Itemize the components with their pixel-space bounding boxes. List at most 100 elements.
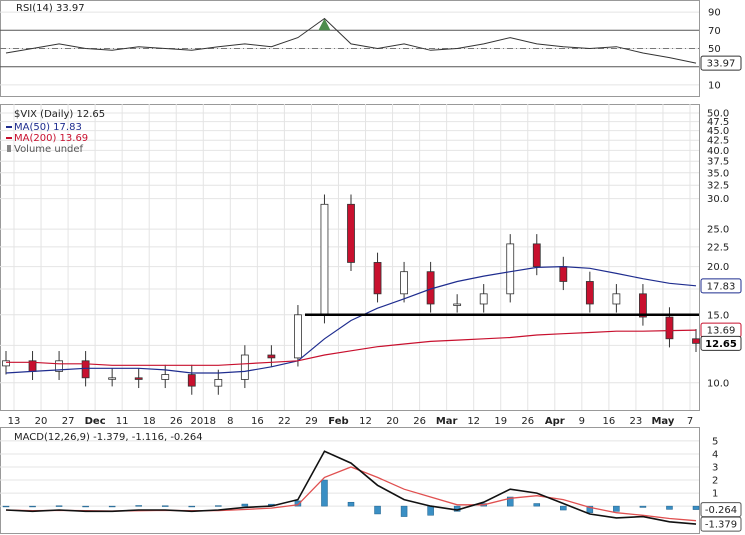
x-axis-label: 20 (386, 416, 399, 427)
x-axis-label: 19 (494, 416, 507, 427)
macd-tick-labels: 543210 (712, 436, 718, 512)
rsi-legend: RSI(14) 33.97 (16, 3, 85, 14)
x-axis-label: 2018 (191, 416, 216, 427)
x-axis-label: 23 (630, 416, 643, 427)
rsi-tick-label: 10 (708, 80, 721, 91)
candle-down (267, 354, 276, 359)
candle-up (320, 203, 329, 316)
x-axis-label: 16 (251, 416, 264, 427)
x-axis-label: 9 (579, 416, 585, 427)
macd-tags: -0.264 -1.379 (700, 502, 742, 532)
x-axis-label: 13 (8, 416, 21, 427)
macd-layer (2, 450, 700, 525)
last-price-tag-label: 12.65 (705, 339, 737, 350)
price-tick-label: 35.0 (707, 168, 729, 179)
candle-up (612, 293, 621, 305)
price-grid (0, 104, 699, 410)
candle-down (187, 374, 196, 387)
macd-histogram-bar (427, 505, 434, 516)
macd-histogram-bar (2, 505, 10, 508)
rsi-tick-label: 50 (708, 44, 721, 55)
x-axis-label: 29 (305, 416, 318, 427)
macd-histogram-bar (347, 501, 355, 507)
macd-histogram-bar (82, 505, 89, 508)
candle-down (665, 316, 674, 340)
macd-histogram-bar (215, 505, 222, 507)
price-tick-label: 25.0 (707, 225, 729, 236)
x-axis-label: 26 (170, 416, 183, 427)
price-tags: 17.83 13.69 12.65 (700, 278, 742, 351)
x-axis-labels: 13 20 27 Dec 11 18 26 2018 8 16 22 29 Feb 12 20 26 Mar 12… (8, 416, 694, 427)
macd-tick-label: 5 (712, 436, 718, 447)
x-axis-label: May (651, 416, 674, 427)
macd-histogram-bar (135, 505, 142, 507)
price-tick-label: 22.5 (707, 242, 729, 253)
ma200-legend-label: MA(200) 13.69 (14, 133, 88, 144)
macd-tick-label: 2 (712, 476, 718, 487)
candle-up (506, 243, 515, 295)
x-axis-label: 20 (35, 416, 48, 427)
rsi-current-tag (700, 55, 742, 71)
price-panel: 50.047.545.042.540.037.535.0 32.5 30.0 25.0… (0, 104, 742, 427)
macd-histogram-bar (294, 500, 302, 507)
last-price-tag-box (700, 335, 742, 351)
price-legend: $VIX (Daily) 12.65 MA(50) 17.83 MA(200) … (6, 109, 105, 155)
candle-up (161, 374, 170, 380)
candle-down (532, 243, 541, 267)
x-axis-label: Feb (328, 416, 348, 427)
macd-histogram-bar (321, 479, 328, 507)
price-tick-label: 20.0 (707, 262, 729, 273)
candle-up (453, 303, 462, 306)
macd-histogram-bar (560, 505, 567, 511)
macd-histogram-bar (55, 505, 63, 507)
macd-hist-tag-box (700, 502, 742, 518)
macd-histogram-bar (613, 505, 620, 512)
ma200-tag-label: 13.69 (707, 326, 736, 337)
volume-legend-swatch (7, 145, 11, 152)
x-axis-label: Dec (85, 416, 106, 427)
x-axis-label: 18 (143, 416, 156, 427)
macd-histogram-bar (639, 505, 647, 508)
macd-histogram-bar (533, 503, 541, 507)
candle-up (214, 379, 223, 387)
x-axis-label: 26 (521, 416, 534, 427)
macd-panel: MACD(12,26,9) -1.379, -1.116, -0.264 5 4 3… (0, 427, 742, 534)
price-tick-label: 30.0 (707, 194, 729, 205)
candle-up (240, 354, 249, 380)
macd-tick-label: 1 (712, 489, 718, 500)
macd-histogram-bar (241, 503, 249, 507)
price-tick-label: 47.5 (707, 117, 729, 128)
candle-down (692, 338, 700, 344)
x-axis-label: 12 (359, 416, 372, 427)
ma50-legend-label: MA(50) 17.83 (14, 122, 82, 133)
x-axis-label: 12 (467, 416, 480, 427)
macd-tick-label: 4 (712, 449, 718, 460)
ma50-line (5, 265, 697, 374)
x-axis-label: 8 (227, 416, 233, 427)
candle-down (373, 262, 382, 295)
macd-histogram-bar (188, 505, 196, 508)
candle-down (81, 360, 90, 379)
macd-histogram-bar (161, 505, 169, 507)
rsi-grid (0, 11, 699, 86)
price-tick-label: 45.0 (707, 126, 729, 137)
price-tick-label: 32.5 (707, 181, 729, 192)
rsi-current-label: 33.97 (707, 59, 736, 70)
candle-up (400, 271, 408, 295)
x-axis-label: 11 (116, 416, 129, 427)
rsi-line-layer (5, 17, 697, 64)
volume-legend-label: Volume undef (14, 144, 84, 155)
candle-up (479, 293, 488, 305)
macd-tick-label: 3 (712, 463, 718, 474)
candle-up (55, 360, 63, 372)
macd-line (5, 450, 697, 525)
macd-histogram-bar (666, 505, 673, 510)
rsi-overbought-fill (318, 18, 331, 31)
macd-value-tag-label: -1.379 (705, 520, 737, 531)
candle-down (585, 281, 594, 305)
price-tick-label: 37.5 (707, 157, 729, 168)
rsi-tick-labels: 907050301033.97 (700, 8, 742, 91)
candle-down (639, 293, 647, 318)
price-tick-label: 40.0 (707, 146, 729, 157)
macd-histogram-bar (506, 496, 514, 507)
